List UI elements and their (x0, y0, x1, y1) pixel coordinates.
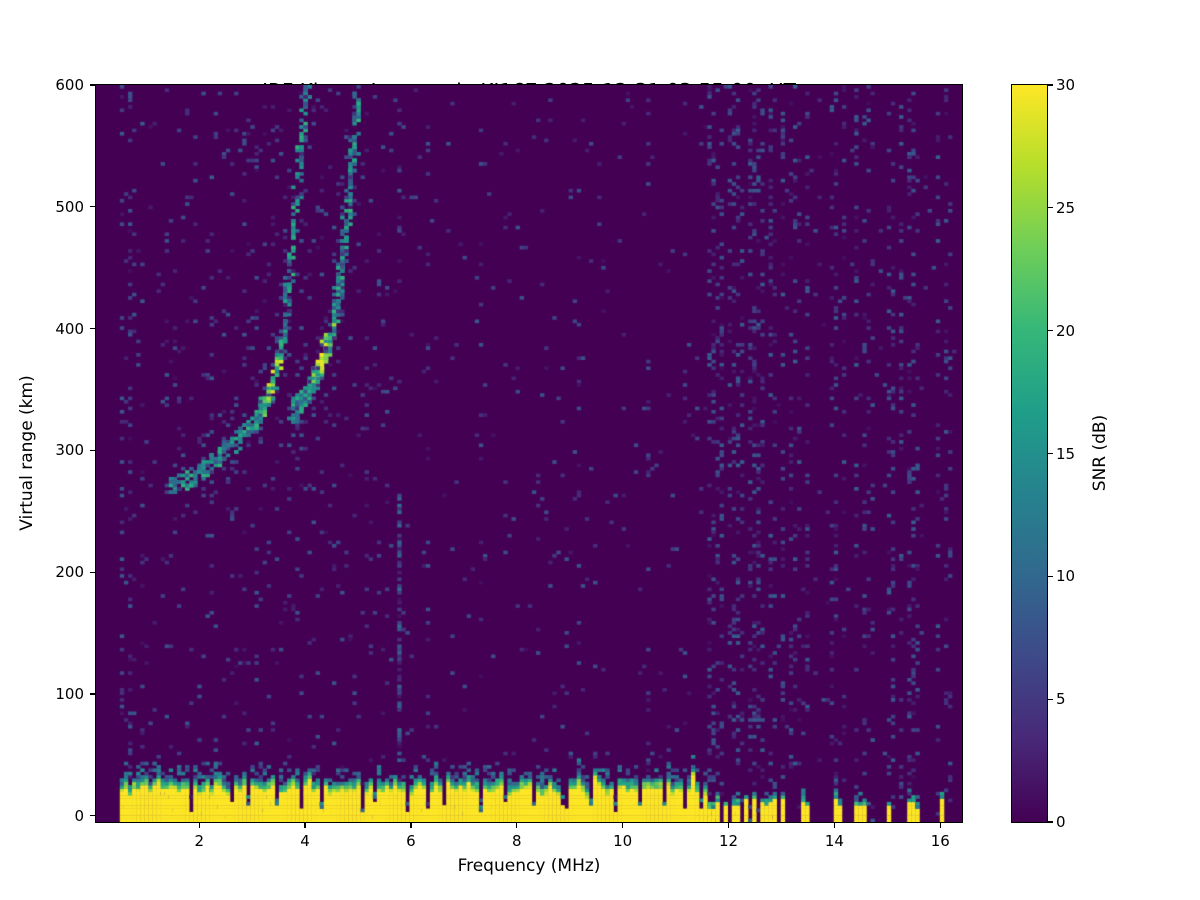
x-tick-label: 10 (613, 832, 633, 850)
y-tick-label: 600 (55, 76, 84, 94)
x-tick-mark (304, 823, 306, 828)
x-tick-label: 4 (300, 832, 310, 850)
x-tick-label: 2 (194, 832, 204, 850)
colorbar-tick-label: 0 (1056, 813, 1066, 831)
y-tick-mark (90, 449, 95, 452)
colorbar-tick-label: 15 (1056, 444, 1076, 463)
colorbar-tick-mark (1048, 452, 1053, 455)
colorbar-tick-label: 25 (1056, 198, 1076, 217)
colorbar-tick-mark (1048, 330, 1053, 332)
y-tick-mark (90, 206, 95, 208)
y-axis-label: Virtual range (km) (17, 375, 37, 531)
colorbar-tick-mark (1048, 698, 1053, 700)
x-tick-mark (198, 823, 200, 828)
y-tick-label: 0 (74, 806, 84, 825)
y-tick-mark (90, 693, 95, 695)
x-tick-label: 8 (512, 832, 522, 850)
colorbar-gradient (1011, 84, 1048, 823)
colorbar-tick-mark (1048, 84, 1053, 86)
colorbar-tick-label: 5 (1056, 690, 1066, 709)
x-tick-mark (410, 823, 412, 828)
colorbar-tick-mark (1048, 207, 1053, 209)
y-tick-label: 300 (55, 441, 84, 460)
colorbar-tick-mark (1048, 821, 1053, 823)
x-tick-mark (516, 823, 518, 828)
y-tick-label: 400 (55, 319, 84, 338)
colorbar-tick-mark (1048, 575, 1053, 577)
x-tick-label: 12 (719, 832, 739, 850)
y-tick-label: 200 (55, 563, 84, 582)
y-tick-label: 500 (55, 197, 84, 216)
colorbar-tick-label: 20 (1056, 321, 1076, 340)
colorbar-label: SNR (dB) (1090, 414, 1110, 492)
x-axis-label: Frequency (MHz) (457, 856, 601, 876)
x-tick-mark (622, 823, 624, 828)
y-tick-label: 100 (55, 685, 84, 704)
x-tick-mark (939, 823, 941, 828)
colorbar-tick-label: 30 (1056, 76, 1076, 94)
x-tick-label: 6 (406, 832, 416, 850)
x-tick-label: 16 (930, 832, 950, 850)
colorbar-tick-label: 10 (1056, 567, 1076, 586)
y-tick-mark (90, 328, 95, 330)
x-tick-mark (727, 823, 730, 828)
x-tick-label: 14 (824, 832, 844, 850)
ionogram-heatmap (96, 85, 962, 822)
y-tick-mark (90, 571, 95, 573)
y-tick-mark (90, 84, 95, 86)
x-tick-mark (833, 823, 836, 828)
y-tick-mark (90, 815, 95, 817)
